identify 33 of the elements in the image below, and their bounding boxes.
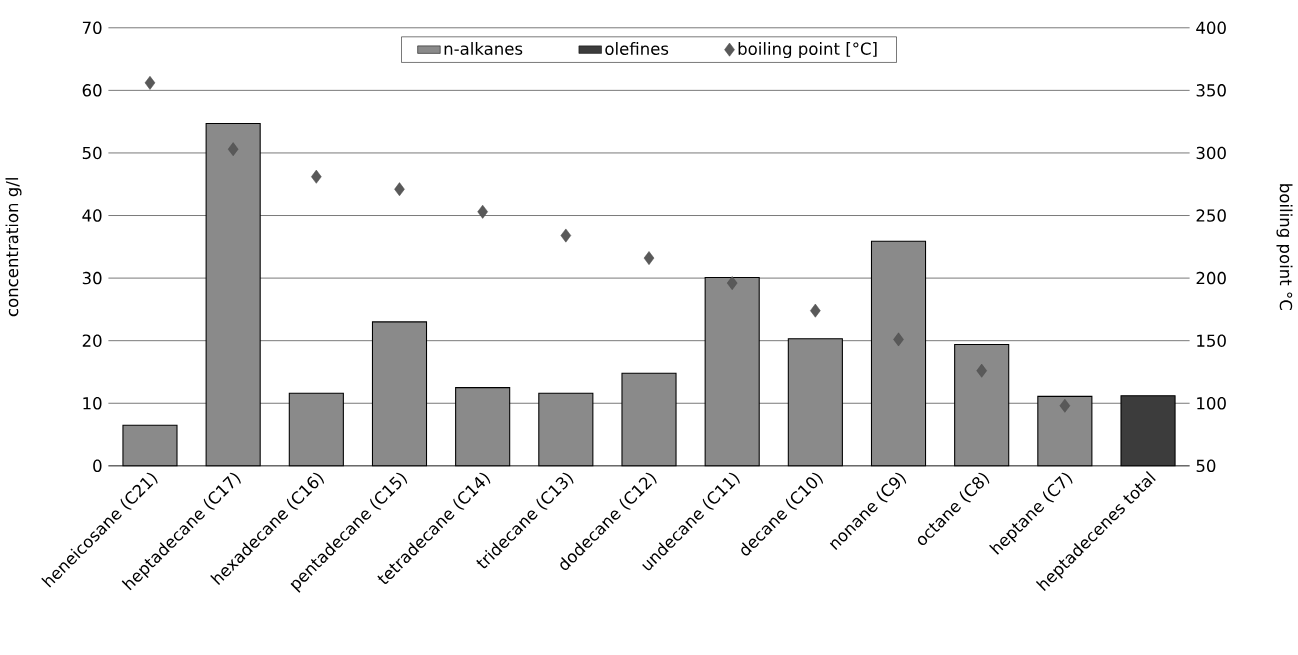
y2-axis-title: boiling point °C: [1276, 184, 1293, 310]
legend-label: boiling point [°C]: [738, 42, 877, 59]
point: [1059, 398, 1071, 413]
y-tick-label: 0: [93, 459, 102, 473]
point: [311, 169, 322, 184]
y-tick-label: 60: [82, 84, 102, 97]
point: [227, 142, 239, 157]
y2-tick-label: 100: [1197, 396, 1226, 410]
point: [477, 204, 488, 219]
point: [560, 228, 572, 243]
legend-label: olefines: [605, 42, 669, 55]
y2-tick-label: 250: [1196, 209, 1226, 222]
point: [810, 303, 821, 318]
point: [643, 251, 655, 265]
point: [893, 332, 904, 347]
point: [976, 363, 987, 378]
point: [144, 75, 156, 90]
y-tick-label: 10: [83, 396, 102, 410]
y-tick-label: 40: [82, 209, 102, 222]
y-tick-label: 50: [82, 146, 102, 160]
y2-tick-label: 200: [1196, 271, 1226, 285]
y2-tick-label: 350: [1196, 84, 1226, 97]
point: [394, 182, 405, 197]
point: [726, 276, 738, 290]
y-axis-title: concentration g/l: [5, 178, 22, 317]
y-tick-label: 70: [82, 21, 102, 34]
legend-label: n-alkanes: [444, 42, 523, 55]
y-tick-label: 30: [82, 271, 102, 285]
y2-tick-label: 150: [1197, 334, 1226, 347]
y-tick-label: 20: [82, 334, 102, 347]
y2-tick-label: 400: [1196, 21, 1226, 34]
y2-tick-label: 50: [1196, 459, 1216, 473]
y2-tick-label: 300: [1196, 146, 1226, 160]
